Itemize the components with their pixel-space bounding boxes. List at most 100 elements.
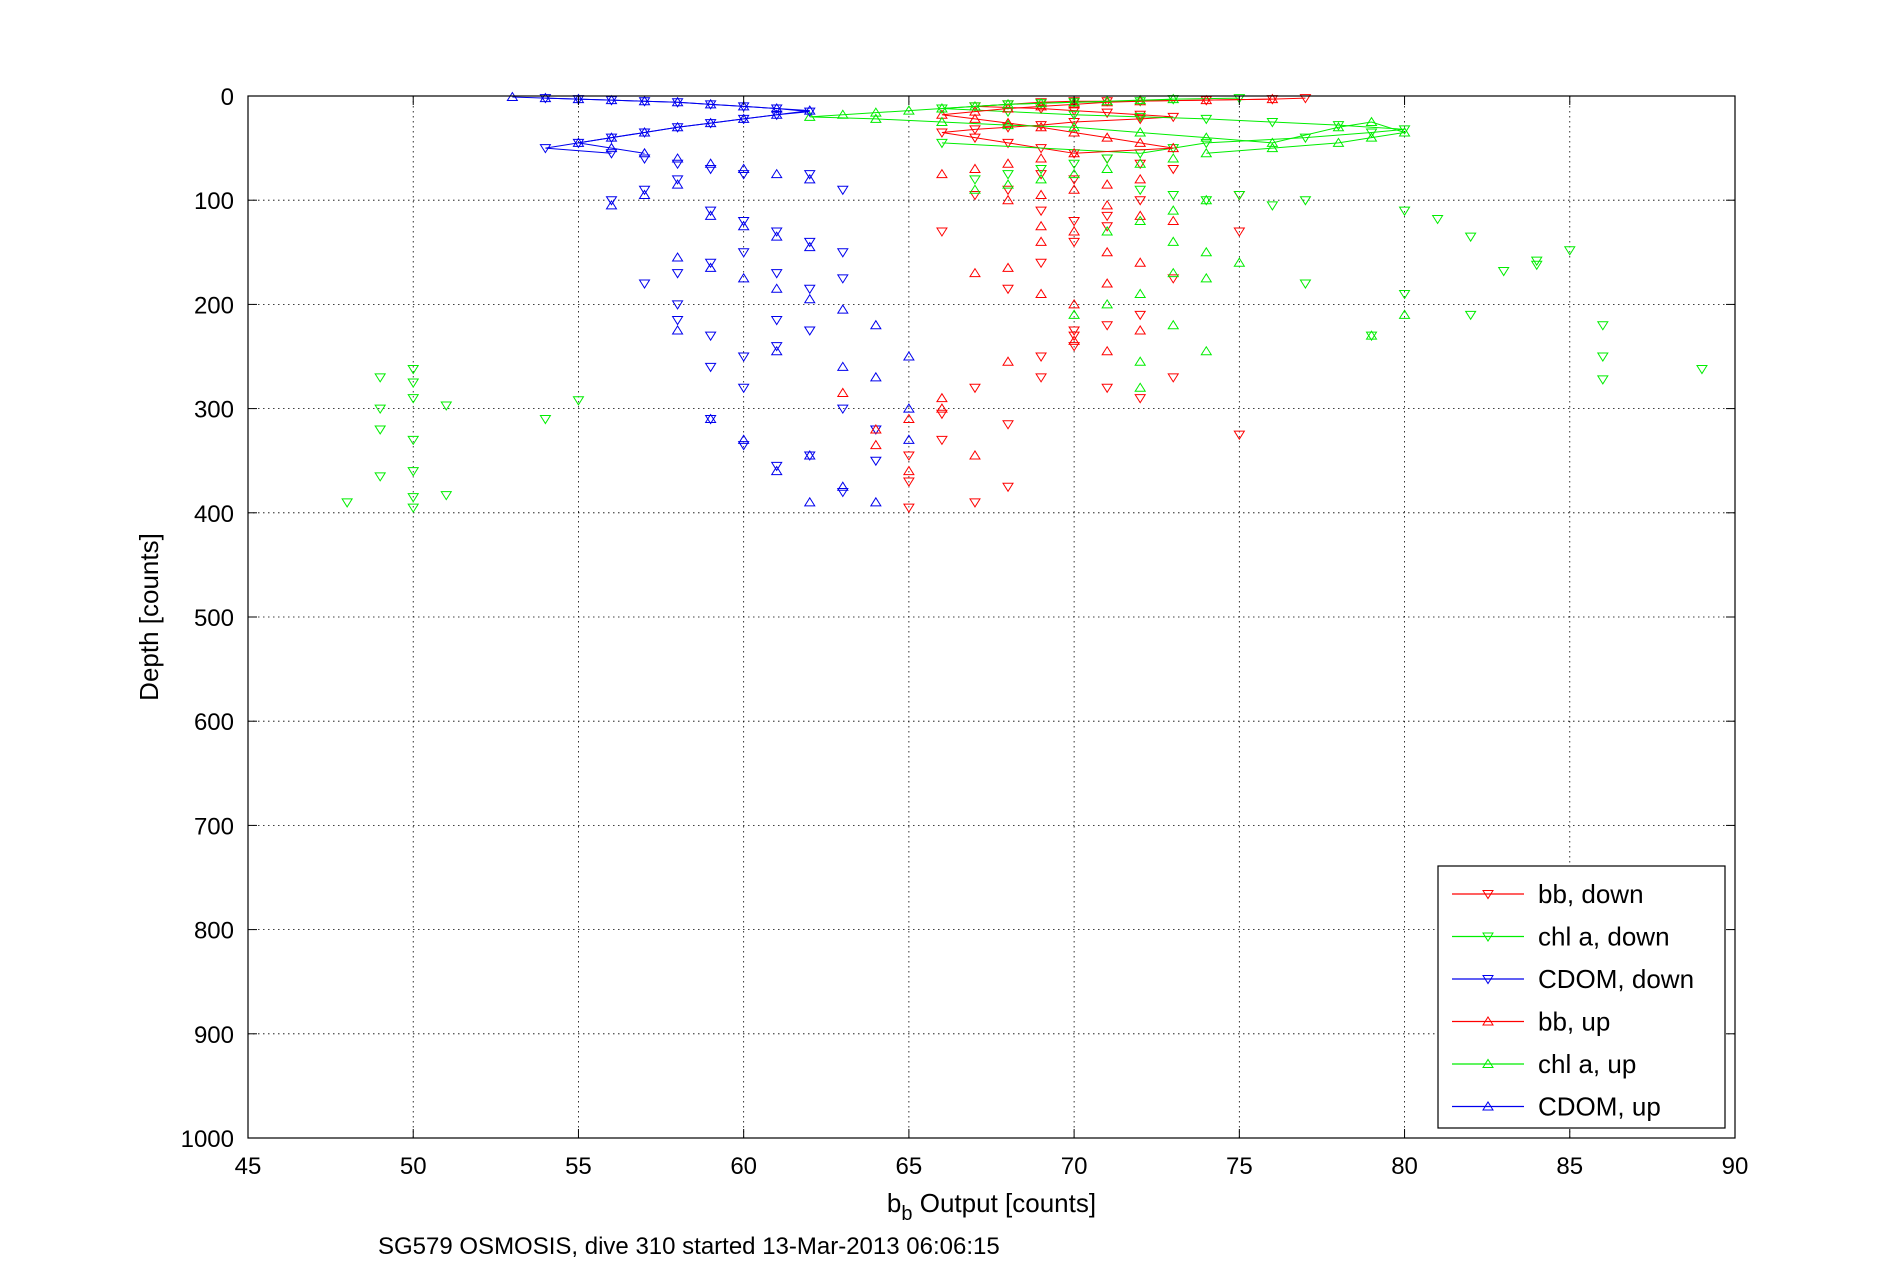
data-point — [1134, 382, 1147, 392]
legend-entry-label: bb, down — [1538, 879, 1644, 909]
data-point — [1068, 335, 1081, 345]
data-point — [407, 503, 420, 514]
data-point — [1002, 284, 1014, 295]
data-point — [1167, 215, 1180, 226]
data-point — [1035, 220, 1047, 231]
data-point — [1233, 94, 1246, 104]
data-point — [836, 487, 849, 498]
data-point — [1134, 257, 1147, 267]
data-point — [869, 319, 882, 330]
data-point — [836, 248, 849, 258]
data-point — [407, 435, 420, 446]
x-tick-label: 65 — [896, 1153, 923, 1180]
data-point — [803, 105, 816, 115]
data-point — [1068, 121, 1081, 132]
data-point — [969, 184, 981, 194]
data-point — [1134, 310, 1147, 321]
data-point — [1266, 137, 1279, 147]
data-point — [969, 267, 981, 278]
data-point — [737, 352, 750, 362]
data-point — [969, 498, 981, 508]
data-point — [1167, 205, 1180, 215]
data-point — [737, 434, 750, 444]
data-point — [1365, 330, 1378, 340]
data-point — [803, 450, 816, 460]
data-point — [902, 413, 915, 424]
data-point — [836, 404, 849, 415]
data-point — [869, 439, 882, 450]
data-point — [1398, 289, 1411, 300]
data-point — [407, 365, 420, 375]
data-point — [869, 423, 882, 434]
data-point — [1266, 201, 1279, 211]
data-point — [1134, 196, 1147, 206]
data-point — [1299, 94, 1312, 104]
data-point — [704, 206, 717, 217]
data-point — [737, 441, 750, 451]
series-line — [941, 98, 1273, 154]
data-point — [1200, 147, 1213, 158]
data-point — [1134, 112, 1147, 123]
data-point — [1035, 236, 1047, 246]
data-point — [936, 138, 948, 149]
data-point — [836, 387, 849, 397]
data-point — [869, 113, 882, 123]
legend-entry-label: chl a, up — [1538, 1049, 1636, 1079]
data-point — [770, 465, 783, 476]
data-point — [671, 121, 684, 132]
data-point — [1101, 211, 1114, 222]
data-point — [1563, 246, 1576, 256]
data-point — [836, 304, 849, 314]
data-point — [1464, 310, 1477, 321]
data-point — [770, 168, 783, 179]
data-point — [770, 316, 783, 326]
x-tick-label: 45 — [235, 1153, 262, 1180]
data-point — [936, 392, 948, 403]
data-point — [1101, 278, 1114, 288]
data-point — [1167, 164, 1180, 175]
y-axis-label: Depth [counts] — [134, 533, 164, 701]
data-point — [869, 371, 882, 382]
data-point — [869, 496, 882, 507]
data-point — [638, 154, 651, 164]
data-point — [803, 284, 816, 295]
x-tick-label: 85 — [1556, 1153, 1583, 1180]
data-point — [1101, 163, 1114, 173]
data-point — [407, 394, 420, 404]
data-point — [1696, 365, 1708, 375]
data-point — [969, 450, 981, 460]
legend-marker — [1482, 1101, 1494, 1111]
data-point — [1266, 93, 1279, 104]
series-line — [809, 98, 1405, 154]
data-point — [1398, 125, 1411, 135]
data-point — [374, 373, 387, 383]
data-point — [969, 113, 981, 123]
data-point — [1134, 114, 1147, 125]
data-point — [1101, 222, 1114, 232]
data-point — [1200, 246, 1213, 257]
data-point — [1398, 206, 1411, 217]
data-point — [1365, 132, 1378, 142]
data-point — [1101, 246, 1114, 257]
data-point — [770, 461, 783, 472]
data-point — [1068, 331, 1081, 342]
data-point — [1068, 127, 1081, 137]
data-point — [1068, 298, 1081, 309]
data-point — [1068, 168, 1081, 179]
data-point — [572, 137, 585, 147]
data-point — [704, 362, 717, 373]
data-point — [704, 262, 717, 272]
data-point — [1035, 104, 1047, 114]
data-point — [936, 168, 948, 179]
y-tick-label: 100 — [194, 188, 234, 215]
data-point — [1068, 96, 1081, 107]
y-tick-label: 300 — [194, 397, 234, 424]
dive-caption: SG579 OSMOSIS, dive 310 started 13-Mar-2… — [378, 1233, 1000, 1260]
data-point — [704, 164, 717, 175]
data-point — [704, 331, 717, 342]
data-point — [1398, 309, 1411, 319]
data-point — [836, 274, 849, 284]
data-point — [704, 117, 717, 128]
data-point — [1068, 175, 1081, 185]
data-point — [936, 409, 948, 420]
